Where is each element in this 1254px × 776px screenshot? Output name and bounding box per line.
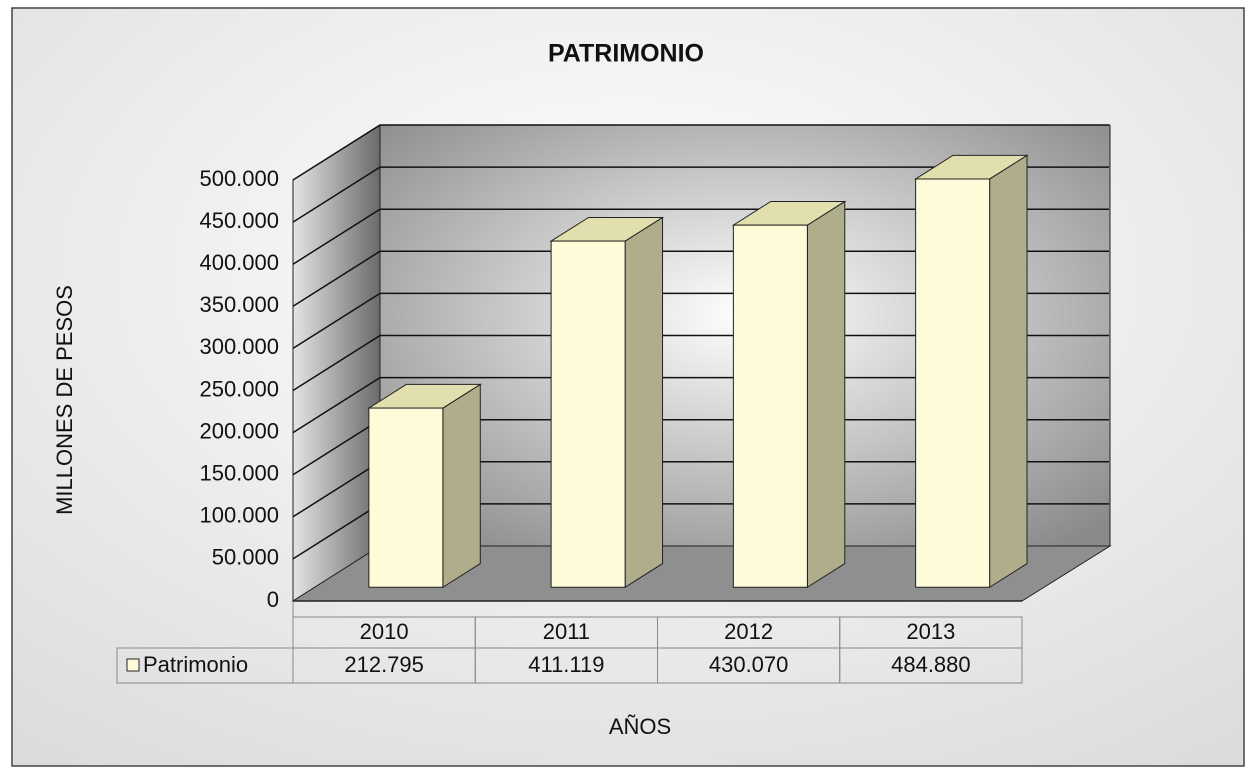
grid-line [292,250,1109,307]
bar [732,224,808,588]
grid-line [292,376,1109,434]
y-tick-label: 450.000 [199,208,279,233]
x-tick-label: 2011 [543,619,590,644]
table-cell [839,616,1023,684]
value-label: 430.070 [709,652,789,677]
bar [915,178,991,588]
x-axis-label: AÑOS [609,714,671,739]
x-tick-label: 2012 [724,619,773,644]
value-label: 212.795 [344,652,424,677]
bar [368,407,444,588]
y-axis-label: MILLONES DE PESOS [52,285,77,515]
bar [550,240,626,588]
chart-title: PATRIMONIO [548,40,704,68]
value-label: 484.880 [891,652,971,677]
y-tick-label: 0 [267,587,279,612]
y-tick-label: 350.000 [199,292,279,317]
y-tick-label: 500.000 [199,166,279,191]
bar-side [806,200,846,589]
bar-side [624,216,664,589]
grid-line [292,124,1109,181]
y-tick-label: 250.000 [199,376,279,401]
y-tick-label: 50.000 [212,545,279,570]
grid-line [292,166,1109,223]
legend-marker [126,658,140,672]
value-label: 411.119 [528,652,604,677]
bar-side [989,154,1028,589]
y-tick-label: 300.000 [199,334,279,359]
y-tick-label: 100.000 [199,503,279,528]
bar-side [442,383,481,589]
grid-line [292,292,1109,350]
x-tick-label: 2010 [360,619,409,644]
grid-line [292,334,1109,392]
y-tick-label: 200.000 [199,418,279,443]
y-tick-label: 400.000 [199,250,279,275]
x-tick-label: 2013 [906,619,955,644]
grid-line [292,208,1109,265]
legend-label: Patrimonio [143,652,248,677]
y-tick-label: 150.000 [199,461,279,486]
